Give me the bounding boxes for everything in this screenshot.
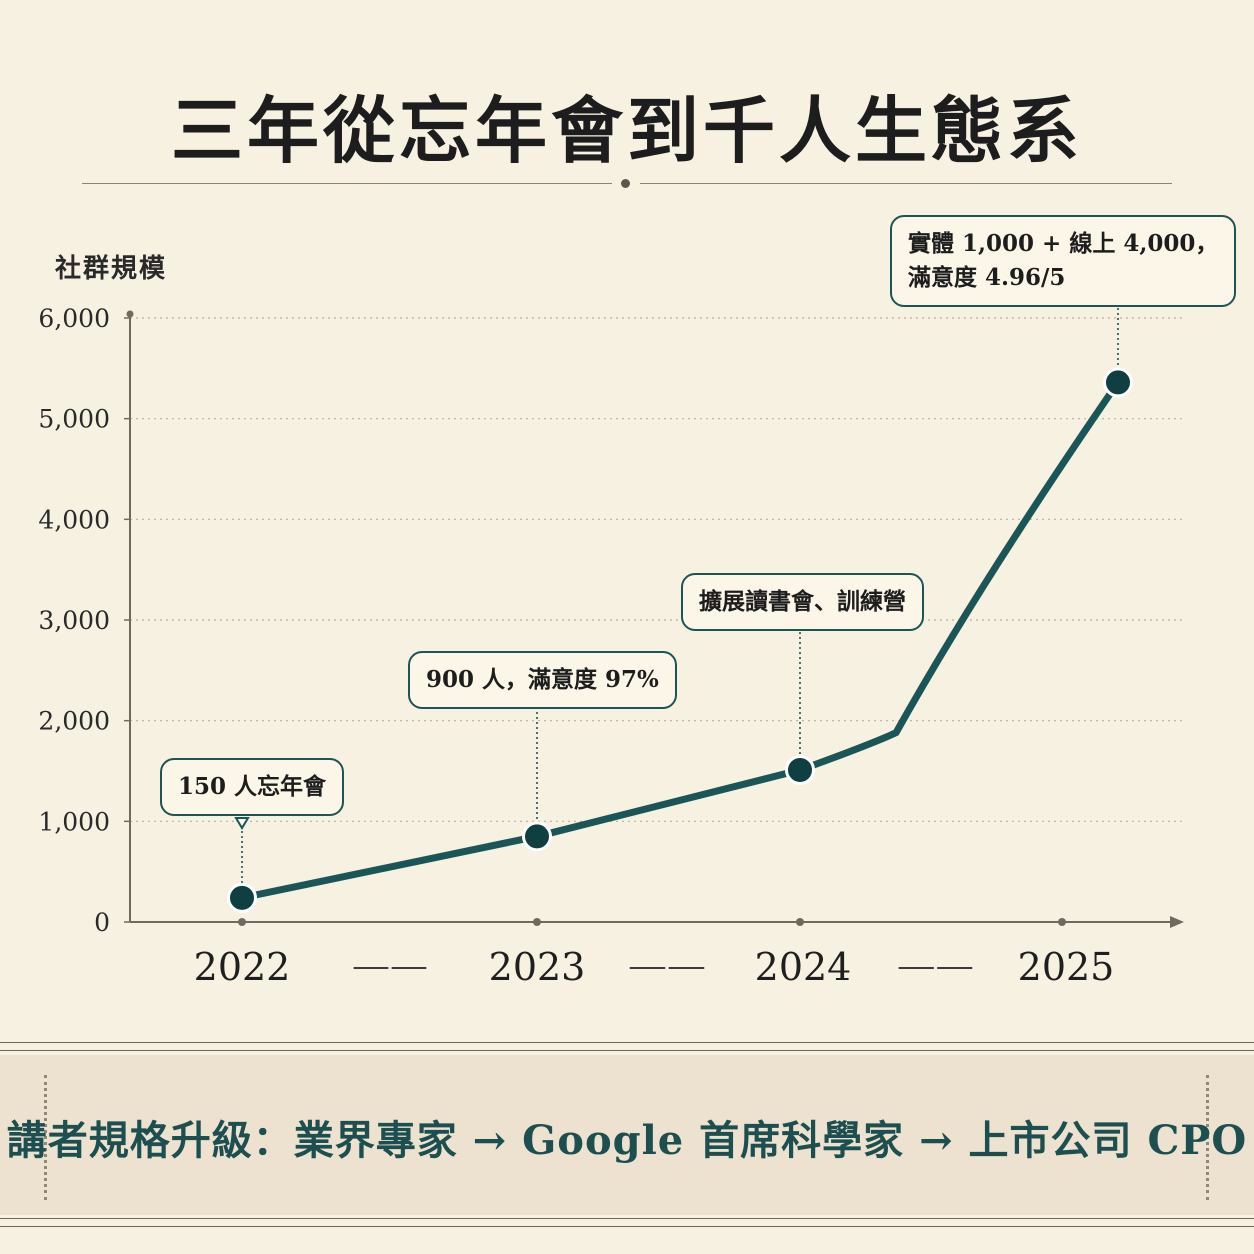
x-axis-arrow bbox=[1170, 916, 1184, 928]
footer-dots-left bbox=[44, 1075, 47, 1200]
footer-top-rule-inner bbox=[0, 1050, 1254, 1051]
year-connector: —— bbox=[628, 949, 706, 984]
annotation-text: 滿意度 4.96/5 bbox=[908, 264, 1066, 291]
title-divider-dot bbox=[621, 179, 630, 188]
x-tick-dot bbox=[238, 918, 246, 926]
annotation-text: 900 人，滿意度 97% bbox=[426, 666, 659, 693]
x-tick-label: 2022 bbox=[194, 945, 291, 989]
y-tick-label: 1,000 bbox=[38, 807, 110, 836]
footer-dots-right bbox=[1206, 1075, 1209, 1200]
series-line bbox=[238, 378, 1122, 902]
annotation-callout: 實體 1,000 + 線上 4,000， 滿意度 4.96/5 bbox=[890, 215, 1237, 307]
x-tick-label: 2025 bbox=[1018, 945, 1115, 989]
footer-band bbox=[0, 1055, 1254, 1215]
title-divider-right bbox=[640, 183, 1172, 184]
x-tick-label: 2024 bbox=[755, 945, 852, 989]
data-point bbox=[522, 821, 552, 852]
footer-speaker-upgrade: 講者規格升級：業界專家 → Google 首席科學家 → 上市公司 CPO bbox=[6, 1117, 1248, 1164]
y-tick-label: 3,000 bbox=[38, 606, 110, 635]
y-axis-label: 社群規模 bbox=[55, 254, 168, 284]
y-tick-label: 5,000 bbox=[38, 405, 110, 434]
footer-bottom-rule-inner bbox=[0, 1226, 1254, 1227]
y-tick-label: 2,000 bbox=[38, 707, 110, 736]
y-tick-label: 4,000 bbox=[38, 505, 110, 534]
title-divider-left bbox=[82, 183, 612, 184]
data-point bbox=[227, 882, 257, 913]
callout-pointer bbox=[234, 817, 250, 830]
y-tick-label: 6,000 bbox=[38, 304, 110, 333]
annotation-text: 150 人忘年會 bbox=[178, 773, 327, 800]
data-point bbox=[785, 754, 815, 785]
annotation-text: 實體 1,000 + 線上 4,000， bbox=[908, 230, 1219, 257]
footer-bottom-rule bbox=[0, 1218, 1254, 1219]
annotation-callout: 擴展讀書會、訓練營 bbox=[681, 573, 924, 631]
data-point bbox=[1103, 367, 1133, 398]
year-connector: —— bbox=[897, 949, 974, 984]
annotation-callout: 150 人忘年會 bbox=[160, 758, 345, 816]
y-axis-cap bbox=[126, 310, 134, 318]
page-title: 三年從忘年會到千人生態系 bbox=[170, 88, 1083, 173]
x-tick-dot bbox=[796, 918, 804, 926]
annotation-callout: 900 人，滿意度 97% bbox=[408, 651, 677, 709]
x-tick-label: 2023 bbox=[489, 945, 586, 989]
x-tick-dot bbox=[533, 918, 541, 926]
y-tick-label: 0 bbox=[94, 908, 110, 937]
x-tick-dot bbox=[1058, 918, 1066, 926]
footer-top-rule bbox=[0, 1042, 1254, 1043]
annotation-text: 擴展讀書會、訓練營 bbox=[699, 588, 906, 615]
year-connector: —— bbox=[352, 949, 428, 984]
growth-line-chart: 0 1,000 2,000 3,000 4,000 5,000 6,000 2022 2023 2… bbox=[38, 304, 1184, 989]
